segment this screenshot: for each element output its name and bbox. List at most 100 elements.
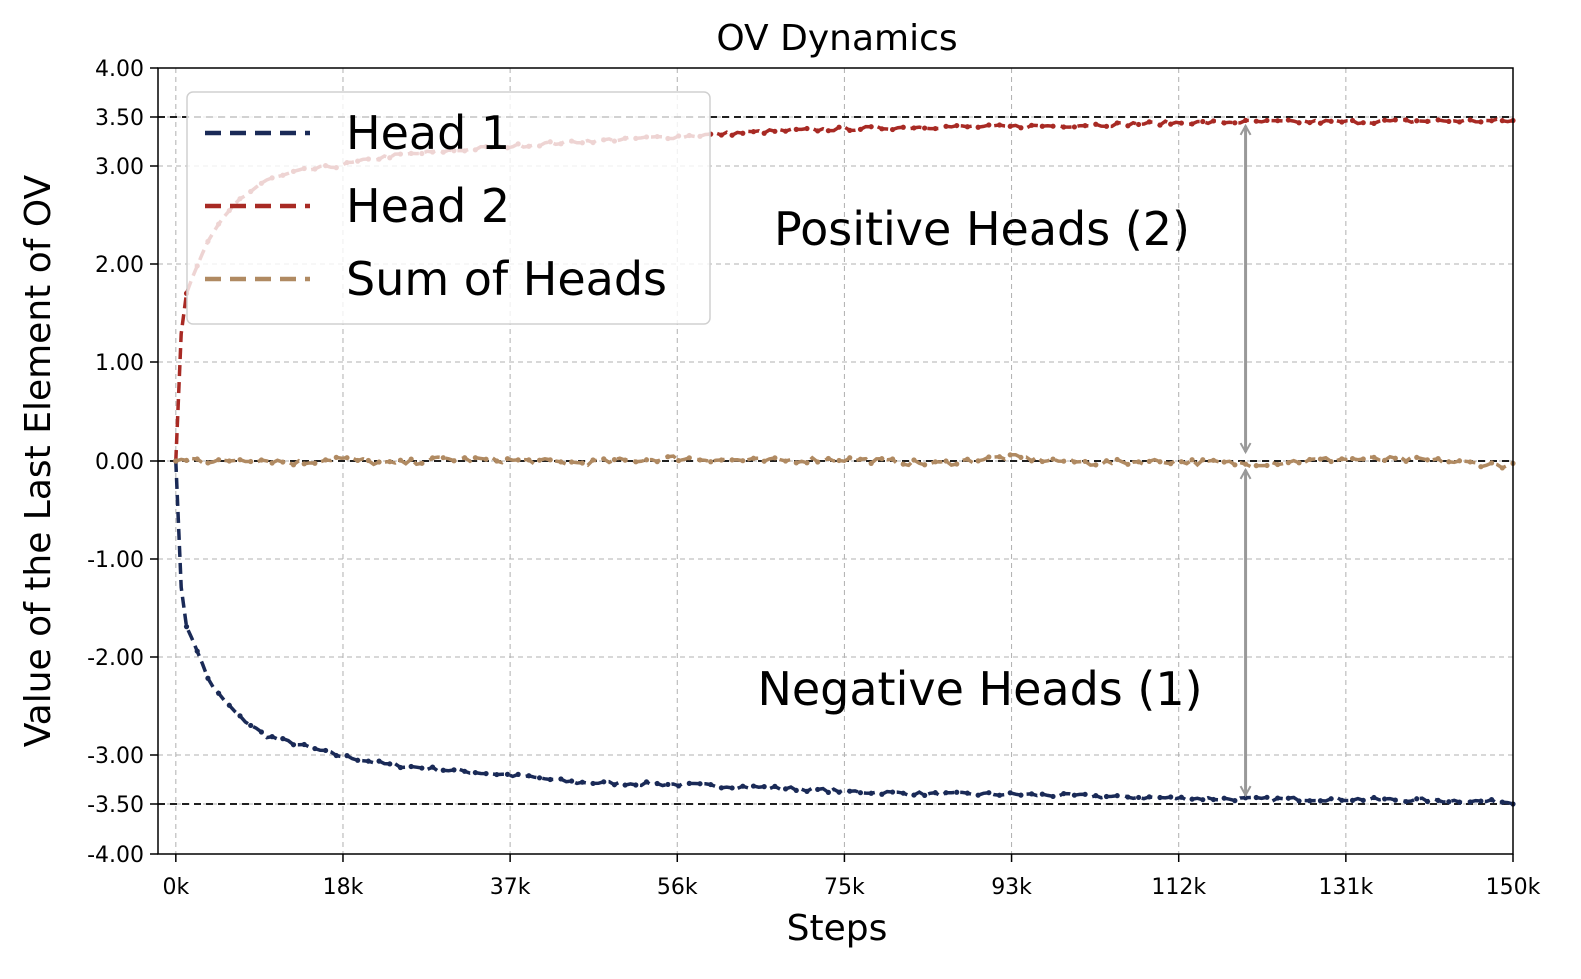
series-point — [1189, 796, 1195, 802]
series-points — [173, 458, 1516, 807]
series-point — [1478, 464, 1484, 470]
series-point — [804, 788, 810, 794]
series-point — [825, 128, 831, 134]
series-point — [301, 461, 307, 467]
series-point — [1082, 791, 1088, 797]
series-point — [1317, 798, 1324, 804]
series-point — [911, 125, 917, 131]
series-point — [1242, 461, 1249, 467]
series-point — [611, 782, 618, 788]
series-point — [1221, 120, 1227, 126]
series-point — [1242, 795, 1249, 801]
series-point — [216, 457, 222, 463]
series-point — [1403, 458, 1409, 464]
series-point — [1349, 117, 1356, 124]
series-point — [1467, 799, 1473, 805]
series-point — [1018, 792, 1024, 798]
y-tick-label: 3.50 — [95, 106, 144, 131]
x-tick-label: 0k — [162, 875, 189, 900]
series-point — [911, 457, 917, 463]
series-point — [996, 122, 1003, 128]
series-point — [173, 458, 179, 464]
series-point — [718, 785, 724, 791]
series-point — [1446, 118, 1452, 124]
series-point — [793, 787, 799, 794]
series-point — [1071, 792, 1078, 798]
series-point — [387, 761, 393, 767]
series-point — [322, 457, 329, 463]
series-point — [943, 458, 949, 464]
series-point — [569, 459, 575, 465]
x-tick-label: 37k — [490, 875, 531, 900]
series-point — [1114, 456, 1120, 463]
series-point — [205, 460, 211, 466]
series-point — [1221, 459, 1227, 465]
series-point — [1328, 796, 1334, 802]
series-point — [847, 127, 853, 133]
series-point — [1339, 119, 1345, 125]
series-point — [1414, 796, 1420, 802]
series-point — [1103, 793, 1110, 800]
series-point — [750, 455, 757, 461]
series-point — [1146, 794, 1152, 800]
series-point — [194, 648, 200, 654]
series-point — [376, 758, 382, 764]
series-point — [857, 126, 864, 132]
series-point — [729, 132, 735, 138]
series-point — [740, 130, 746, 136]
series-point — [462, 455, 468, 461]
series-point — [857, 790, 864, 796]
series-point — [1168, 121, 1174, 127]
series-point — [1018, 454, 1024, 461]
series-point — [483, 456, 489, 462]
x-tick-label: 112k — [1151, 875, 1206, 900]
series-point — [579, 460, 585, 466]
series-point — [964, 456, 971, 462]
series-point — [183, 457, 190, 464]
series-point — [536, 457, 543, 463]
y-tick-label: 3.00 — [95, 155, 144, 180]
series-point — [1050, 793, 1056, 800]
series-point — [1467, 459, 1473, 465]
series-point — [1360, 797, 1366, 803]
series-point — [643, 779, 650, 785]
series-point — [964, 124, 971, 130]
series-point — [633, 782, 639, 788]
series-point — [932, 459, 938, 465]
series-point — [515, 771, 521, 777]
series-point — [1424, 798, 1431, 805]
series-point — [1039, 791, 1045, 797]
series-point — [782, 458, 789, 464]
series-point — [1210, 457, 1217, 463]
series-point — [301, 741, 307, 748]
series-point — [504, 456, 511, 462]
series-point — [1253, 118, 1259, 124]
series-point — [1178, 120, 1184, 126]
series-point — [429, 764, 436, 770]
series-point — [889, 126, 896, 133]
x-tick-label: 93k — [991, 875, 1032, 900]
series-point — [419, 460, 425, 466]
series-point — [1317, 456, 1324, 462]
series-point — [590, 457, 596, 463]
series-point — [290, 742, 297, 748]
series-point — [1189, 457, 1195, 463]
series-point — [1264, 462, 1270, 469]
series-point — [889, 789, 896, 795]
series-point — [1200, 118, 1206, 125]
series-point — [1478, 119, 1484, 125]
series-point — [1392, 117, 1398, 123]
legend-label: Sum of Heads — [346, 252, 667, 306]
series-point — [654, 459, 660, 465]
series-point — [1029, 122, 1035, 128]
series-point — [280, 736, 286, 742]
series-point — [825, 455, 831, 462]
series-point — [1189, 121, 1195, 127]
series-point — [1029, 791, 1035, 797]
series-point — [1125, 794, 1131, 800]
series-point — [322, 747, 329, 754]
series-point — [847, 788, 853, 794]
series-point — [665, 781, 671, 788]
series-point — [900, 461, 906, 467]
series-point — [355, 457, 361, 464]
